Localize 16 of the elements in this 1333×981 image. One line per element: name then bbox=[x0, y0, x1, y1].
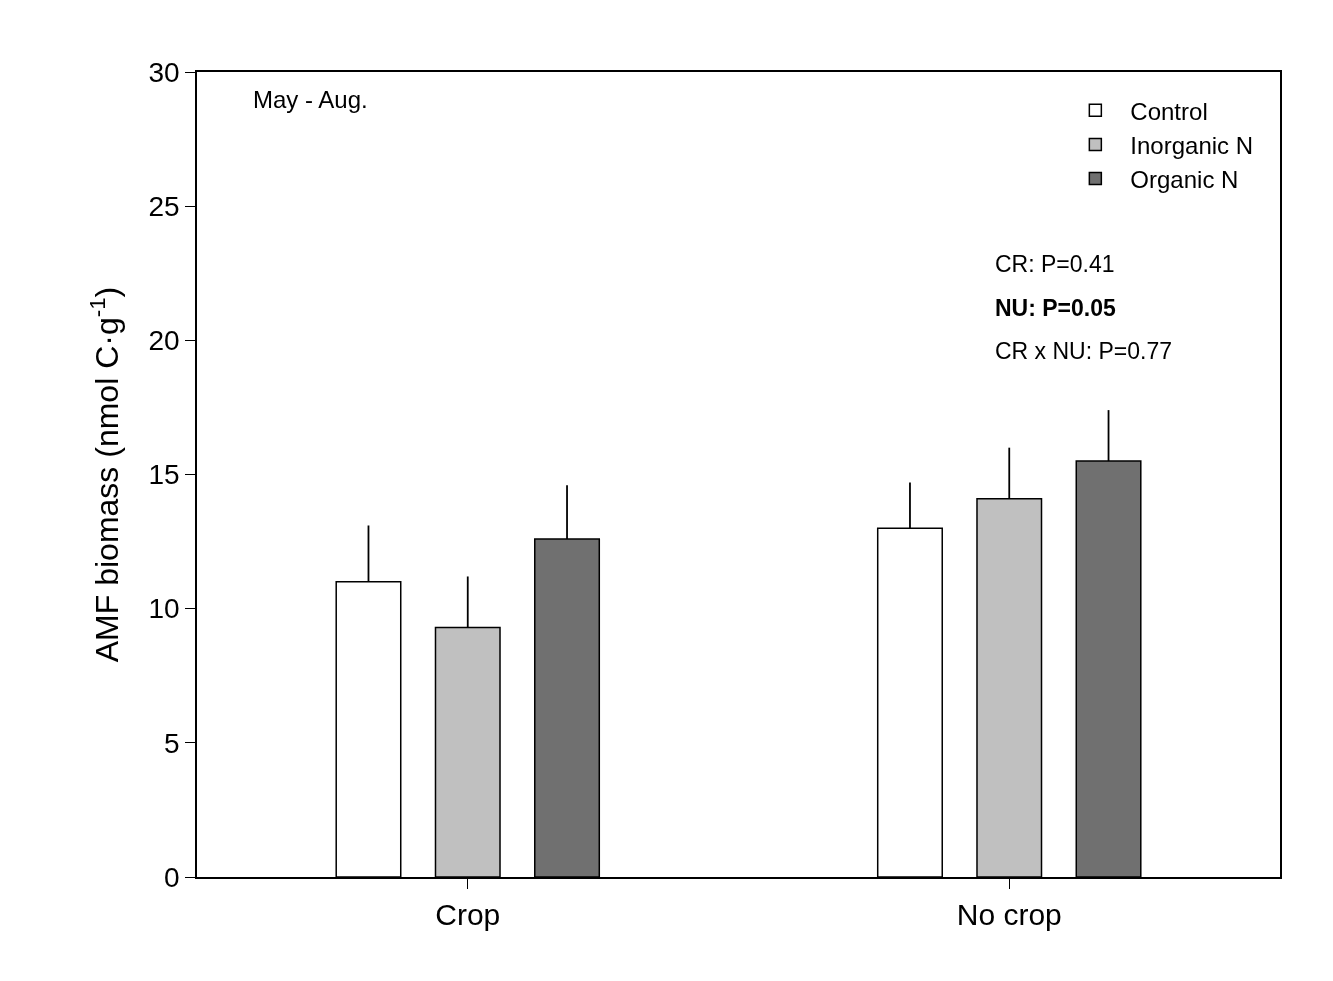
annotation: May - Aug. bbox=[253, 86, 368, 113]
annotation: NU: P=0.05 bbox=[995, 295, 1117, 321]
annotation: CR x NU: P=0.77 bbox=[995, 338, 1173, 364]
y-tick-label: 20 bbox=[148, 325, 180, 357]
legend-label: Control bbox=[1130, 97, 1208, 125]
y-tick-label: 15 bbox=[148, 459, 180, 491]
y-tick-label: 10 bbox=[148, 593, 180, 625]
annotation: CR: P=0.41 bbox=[995, 251, 1115, 277]
x-tick-label: Crop bbox=[435, 897, 501, 931]
y-tick-label: 0 bbox=[164, 861, 180, 893]
x-tick-label: No crop bbox=[956, 897, 1062, 931]
y-tick-label: 25 bbox=[148, 190, 180, 222]
legend-label: Inorganic N bbox=[1130, 131, 1254, 159]
y-tick-label: 5 bbox=[164, 727, 180, 759]
y-tick-label: 30 bbox=[148, 56, 180, 88]
legend-label: Organic N bbox=[1130, 165, 1239, 193]
